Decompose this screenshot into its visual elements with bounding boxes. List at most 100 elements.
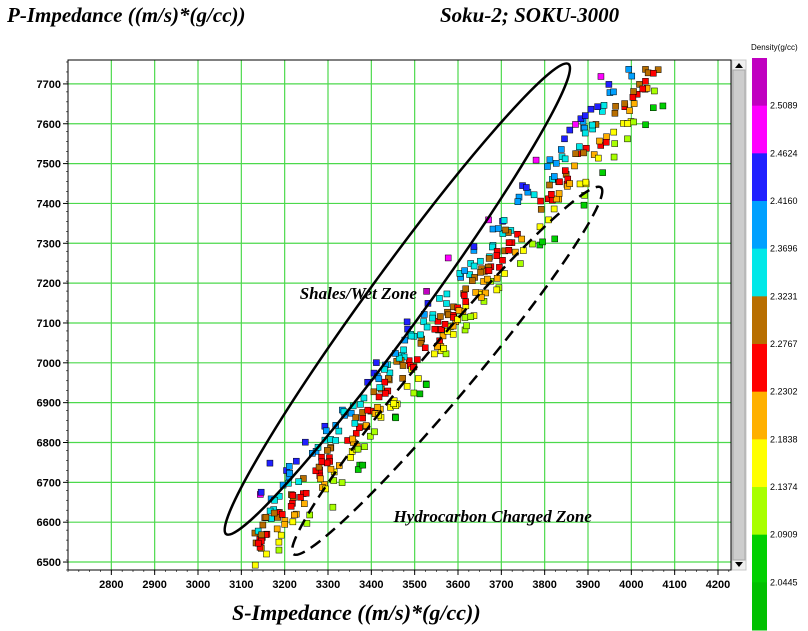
data-point [558,146,565,153]
data-point [603,133,610,141]
data-point [651,87,658,95]
data-point [376,384,383,391]
data-point [416,390,424,398]
y-tick-label: 7100 [37,318,61,330]
data-point [596,137,603,145]
data-point [602,138,610,146]
data-point [493,286,501,294]
data-point [546,156,554,163]
data-point [289,518,297,526]
data-point [395,354,403,362]
data-point [436,295,443,302]
data-point [518,235,525,243]
data-point [642,78,649,85]
data-point [287,503,295,510]
data-point [429,314,436,322]
data-point [520,247,527,254]
data-point [357,401,364,408]
x-tick-label: 3400 [359,579,383,591]
data-point [600,102,608,109]
data-point [562,167,569,174]
data-point [254,539,262,547]
x-tick-label: 4000 [619,579,643,591]
data-point [582,178,590,186]
data-point [407,332,415,340]
data-point [302,438,309,446]
data-point [551,235,559,243]
data-point [537,197,544,205]
data-point [286,463,293,470]
colorbar-segment [752,439,767,488]
data-point [349,435,356,443]
data-point [630,100,638,107]
data-point [421,344,429,352]
data-point [499,257,506,264]
data-point [546,181,553,189]
data-point [625,66,633,73]
scrollbar-thumb [732,69,746,561]
data-point [318,458,325,466]
colorbar-segment [752,344,767,393]
data-point [500,217,508,224]
data-point [576,180,584,188]
data-point [485,267,493,274]
data-point [590,151,598,158]
data-point [281,521,288,528]
data-point [277,531,285,539]
colorbar-label: 2.0909 [770,530,798,540]
data-point [571,162,578,170]
data-point [463,322,470,330]
data-point [572,121,579,128]
grid [68,60,731,570]
data-point [301,500,308,507]
shale-zone-ellipse [223,62,572,536]
scroll-down-arrow-icon [735,562,743,567]
data-point [624,120,631,127]
scrollbar[interactable] [731,59,747,571]
y-tick-label: 7200 [37,278,61,290]
data-point [444,254,452,262]
y-axis-label: P-Impedance ((m/s)*(g/cc)) [7,3,246,27]
data-point [517,260,524,267]
data-point [332,437,339,444]
data-point [441,320,449,328]
zone-ellipses [223,62,604,557]
x-tick-label: 3800 [532,579,556,591]
x-tick-label: 3300 [316,579,340,591]
data-point [494,225,502,232]
data-point [597,73,605,80]
data-point [587,105,595,113]
data-point [576,143,583,150]
data-point [595,154,602,162]
data-point [258,531,265,539]
colorbar: 2.5089 2.4624 2.4160 2.3696 2.3231 2.2767 2.23… [752,58,798,631]
data-point [324,447,331,454]
data-point [523,184,530,191]
data-point [270,509,278,517]
y-tick-label: 7600 [37,119,61,131]
x-tick-label: 3100 [229,579,253,591]
data-point [461,267,468,274]
data-point [297,493,304,501]
zone-annotation: Shales/Wet Zone [300,284,418,303]
data-point [624,135,631,143]
data-point [505,239,513,246]
data-point [556,178,563,186]
data-point [630,118,637,126]
data-point [472,289,479,296]
x-tick-label: 3200 [272,579,296,591]
data-point [263,550,270,558]
data-point [262,513,270,521]
plot-background [68,60,731,570]
data-point [532,156,540,164]
data-point [626,107,633,114]
data-point [312,467,320,475]
axes: 2800 2900 3000 3100 3200 3300 3400 3500 3600 3700… [37,59,732,591]
colorbar-label: 2.3231 [770,291,798,301]
data-point [580,201,588,209]
y-tick-label: 6500 [37,557,61,569]
data-point [642,121,649,129]
data-point [594,103,601,110]
data-point [455,307,463,314]
colorbar-segment [752,582,767,631]
